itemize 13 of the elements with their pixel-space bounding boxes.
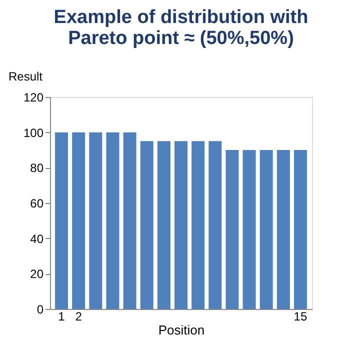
- y-tick-label: 0: [36, 302, 44, 316]
- y-axis-title: Result: [8, 70, 44, 84]
- x-tick-label: 2: [75, 310, 82, 324]
- y-tick-label: 40: [30, 232, 44, 246]
- x-tick-label: 1: [58, 310, 66, 324]
- x-tick-label: 15: [294, 310, 308, 324]
- y-tick-label: 100: [23, 126, 44, 140]
- y-tick-label: 80: [30, 161, 44, 176]
- y-tick-label: 120: [23, 90, 44, 104]
- y-tick-label: 20: [30, 267, 44, 282]
- x-axis-title: Position: [158, 322, 205, 338]
- y-tick-label: 60: [30, 196, 44, 210]
- chart-title: Example of distribution with Pareto point ≈ (50%,50%): [54, 7, 308, 49]
